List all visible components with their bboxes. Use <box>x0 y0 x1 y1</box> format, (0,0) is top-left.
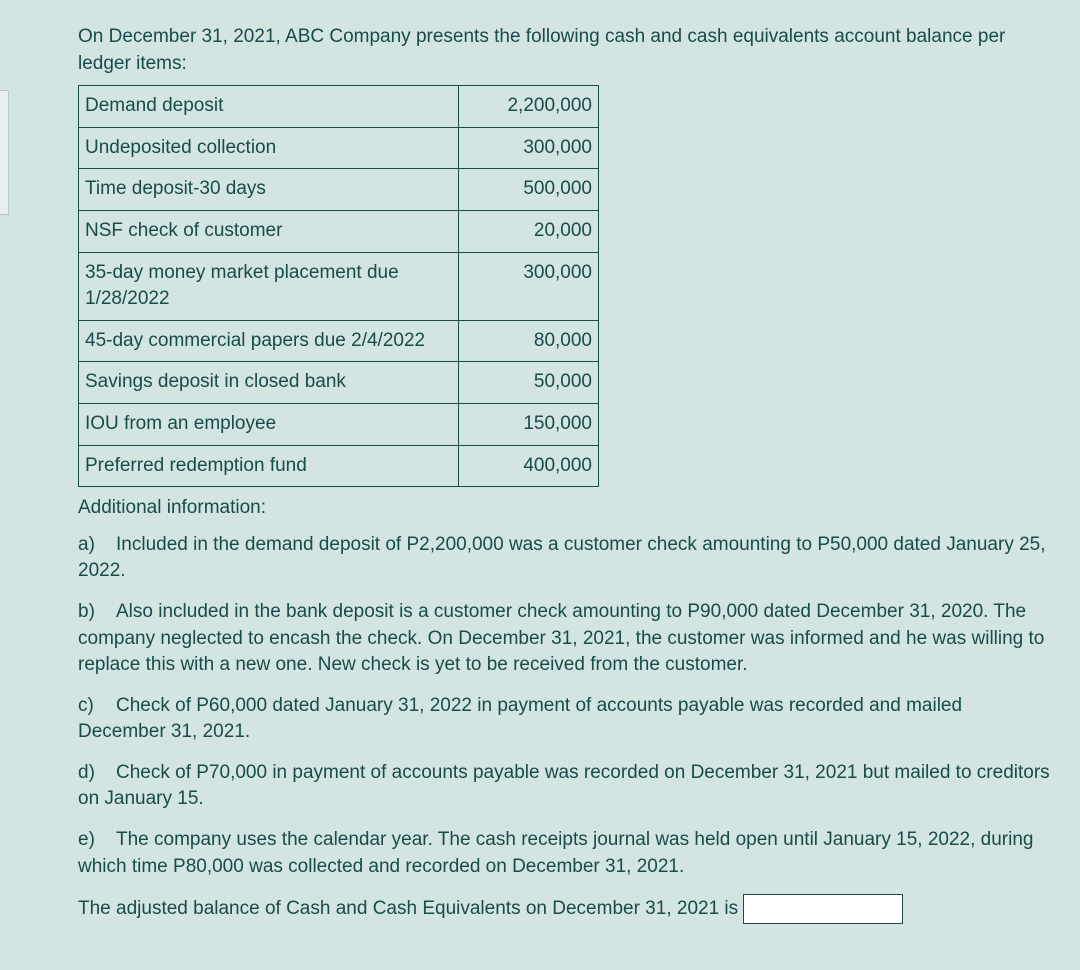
ledger-label: 35-day money market placement due 1/28/2… <box>79 252 459 320</box>
ledger-table-body: Demand deposit2,200,000Undeposited colle… <box>79 86 599 487</box>
note-item: d)Check of P70,000 in payment of account… <box>78 760 1050 813</box>
note-letter: a) <box>78 532 98 559</box>
ledger-value: 500,000 <box>459 169 599 211</box>
intro-paragraph: On December 31, 2021, ABC Company presen… <box>78 24 1050 77</box>
notes-container: a)Included in the demand deposit of P2,2… <box>78 532 1050 881</box>
note-letter: c) <box>78 693 98 720</box>
ledger-label: Preferred redemption fund <box>79 445 459 487</box>
note-text: Also included in the bank deposit is a c… <box>78 601 1044 675</box>
note-text: Check of P70,000 in payment of accounts … <box>78 762 1050 810</box>
ledger-value: 300,000 <box>459 127 599 169</box>
note-item: b)Also included in the bank deposit is a… <box>78 599 1050 679</box>
ledger-label: Time deposit-30 days <box>79 169 459 211</box>
ledger-label: IOU from an employee <box>79 403 459 445</box>
ledger-value: 400,000 <box>459 445 599 487</box>
note-text: The company uses the calendar year. The … <box>78 829 1034 877</box>
ledger-label: Demand deposit <box>79 86 459 128</box>
note-text: Check of P60,000 dated January 31, 2022 … <box>78 695 962 743</box>
table-row: Demand deposit2,200,000 <box>79 86 599 128</box>
table-row: IOU from an employee150,000 <box>79 403 599 445</box>
ledger-table: Demand deposit2,200,000Undeposited colle… <box>78 85 599 487</box>
ledger-label: Savings deposit in closed bank <box>79 362 459 404</box>
answer-input[interactable] <box>743 894 903 924</box>
document-page: On December 31, 2021, ABC Company presen… <box>0 0 1080 970</box>
table-row: Time deposit-30 days500,000 <box>79 169 599 211</box>
left-margin-block <box>0 90 9 215</box>
note-letter: d) <box>78 760 98 787</box>
note-item: e)The company uses the calendar year. Th… <box>78 827 1050 880</box>
table-row: 35-day money market placement due 1/28/2… <box>79 252 599 320</box>
ledger-label: Undeposited collection <box>79 127 459 169</box>
table-row: Preferred redemption fund400,000 <box>79 445 599 487</box>
note-item: c)Check of P60,000 dated January 31, 202… <box>78 693 1050 746</box>
additional-info-header: Additional information: <box>78 495 1050 522</box>
ledger-value: 2,200,000 <box>459 86 599 128</box>
ledger-value: 20,000 <box>459 210 599 252</box>
ledger-label: 45-day commercial papers due 2/4/2022 <box>79 320 459 362</box>
ledger-value: 300,000 <box>459 252 599 320</box>
ledger-label: NSF check of customer <box>79 210 459 252</box>
table-row: NSF check of customer20,000 <box>79 210 599 252</box>
table-row: Undeposited collection300,000 <box>79 127 599 169</box>
table-row: Savings deposit in closed bank50,000 <box>79 362 599 404</box>
note-item: a)Included in the demand deposit of P2,2… <box>78 532 1050 585</box>
ledger-value: 80,000 <box>459 320 599 362</box>
note-text: Included in the demand deposit of P2,200… <box>78 534 1046 582</box>
final-prompt-line: The adjusted balance of Cash and Cash Eq… <box>78 894 1050 924</box>
note-letter: b) <box>78 599 98 626</box>
final-prompt-text: The adjusted balance of Cash and Cash Eq… <box>78 898 738 919</box>
table-row: 45-day commercial papers due 2/4/202280,… <box>79 320 599 362</box>
note-letter: e) <box>78 827 98 854</box>
ledger-value: 150,000 <box>459 403 599 445</box>
ledger-value: 50,000 <box>459 362 599 404</box>
